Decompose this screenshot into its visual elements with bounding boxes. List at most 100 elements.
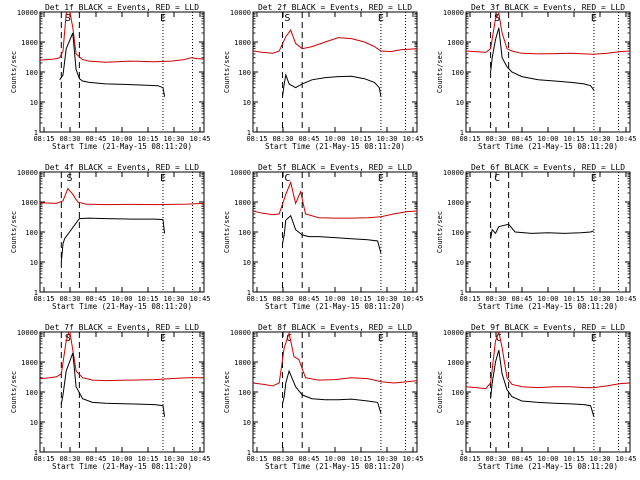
x-tick-label: 08:15 xyxy=(246,455,267,463)
y-tick-label: 10000 xyxy=(230,329,251,337)
y-axis-label: Counts/sec xyxy=(10,51,18,93)
x-tick-label: 10:30 xyxy=(589,455,610,463)
panel-title: Det 5f BLACK = Events, RED = LLD xyxy=(258,163,412,172)
x-tick-label: 08:30 xyxy=(272,135,293,143)
y-tick-label: 10000 xyxy=(17,329,38,337)
panel-1: Det 1f BLACK = Events, RED = LLD 1 10 100 10… xyxy=(10,3,211,151)
x-tick-label: 08:45 xyxy=(511,135,532,143)
lld-series-line xyxy=(466,12,630,55)
y-tick-label: 100 xyxy=(25,69,38,77)
x-tick-label: 10:15 xyxy=(137,455,158,463)
plot-frame xyxy=(252,331,418,453)
lld-series-line xyxy=(40,12,204,63)
y-tick-label: 1000 xyxy=(234,199,251,207)
x-tick-label: 10:00 xyxy=(111,295,132,303)
x-tick-label: 08:15 xyxy=(33,295,54,303)
event-marker-e: E xyxy=(378,173,384,184)
y-tick-label: 10000 xyxy=(443,169,464,177)
x-axis-label: Start Time (21-May-15 08:11:20) xyxy=(478,462,618,471)
plot-frame xyxy=(252,171,418,293)
y-tick-label: 1 xyxy=(247,129,251,137)
x-tick-label: 10:30 xyxy=(589,295,610,303)
y-axis-label: Counts/sec xyxy=(10,211,18,253)
panel-title: Det 1f BLACK = Events, RED = LLD xyxy=(45,3,199,12)
x-tick-label: 10:15 xyxy=(350,295,371,303)
x-axis-label: Start Time (21-May-15 08:11:20) xyxy=(265,462,405,471)
x-tick-label: 08:15 xyxy=(459,135,480,143)
lld-series-line xyxy=(253,332,417,387)
x-tick-label: 08:30 xyxy=(272,295,293,303)
panel-title: Det 8f BLACK = Events, RED = LLD xyxy=(258,323,412,332)
y-tick-label: 1 xyxy=(34,129,38,137)
x-tick-label: 08:15 xyxy=(459,455,480,463)
event-marker-e: E xyxy=(160,333,166,344)
x-tick-label: 10:15 xyxy=(563,135,584,143)
x-tick-label: 10:15 xyxy=(350,455,371,463)
y-tick-label: 1000 xyxy=(447,39,464,47)
events-series-line xyxy=(282,214,382,254)
x-tick-label: 08:15 xyxy=(246,135,267,143)
x-tick-label: 10:00 xyxy=(324,135,345,143)
x-tick-label: 08:45 xyxy=(511,455,532,463)
events-series-line xyxy=(282,72,382,97)
lld-series-line xyxy=(40,187,204,206)
x-tick-label: 10:00 xyxy=(537,135,558,143)
x-tick-label: 10:15 xyxy=(563,295,584,303)
y-tick-label: 10 xyxy=(456,99,464,107)
x-tick-label: 10:30 xyxy=(163,295,184,303)
x-tick-label: 08:45 xyxy=(85,455,106,463)
x-tick-label: 10:30 xyxy=(376,455,397,463)
y-tick-label: 10000 xyxy=(230,9,251,17)
x-tick-label: 10:45 xyxy=(402,295,423,303)
panel-title: Det 6f BLACK = Events, RED = LLD xyxy=(471,163,625,172)
y-tick-label: 1 xyxy=(247,289,251,297)
x-tick-label: 08:45 xyxy=(85,135,106,143)
y-tick-label: 10 xyxy=(30,99,38,107)
x-tick-label: 10:00 xyxy=(111,135,132,143)
x-tick-label: 10:45 xyxy=(615,135,636,143)
y-tick-label: 10 xyxy=(456,419,464,427)
x-tick-label: 08:45 xyxy=(298,295,319,303)
y-tick-label: 1 xyxy=(460,449,464,457)
x-tick-label: 10:30 xyxy=(376,295,397,303)
x-axis-label: Start Time (21-May-15 08:11:20) xyxy=(478,302,618,311)
x-tick-label: 08:30 xyxy=(485,135,506,143)
event-marker-e: E xyxy=(591,333,597,344)
x-axis-label: Start Time (21-May-15 08:11:20) xyxy=(265,142,405,151)
y-tick-label: 10000 xyxy=(17,169,38,177)
y-tick-label: 1000 xyxy=(447,359,464,367)
x-tick-label: 10:45 xyxy=(189,455,210,463)
events-series-line xyxy=(490,223,595,239)
events-series-line xyxy=(490,27,595,91)
x-tick-label: 10:00 xyxy=(537,295,558,303)
x-tick-label: 10:30 xyxy=(376,135,397,143)
panel-6: Det 6f BLACK = Events, RED = LLD 1 10 100 10… xyxy=(436,163,637,311)
x-axis-label: Start Time (21-May-15 08:11:20) xyxy=(52,462,192,471)
y-tick-label: 1 xyxy=(460,129,464,137)
y-axis-label: Counts/sec xyxy=(436,371,444,413)
x-tick-label: 10:15 xyxy=(563,455,584,463)
x-tick-label: 10:00 xyxy=(324,455,345,463)
y-tick-label: 100 xyxy=(451,389,464,397)
panel-title: Det 2f BLACK = Events, RED = LLD xyxy=(258,3,412,12)
y-axis-label: Counts/sec xyxy=(223,51,231,93)
x-tick-label: 08:15 xyxy=(33,135,54,143)
x-tick-label: 10:45 xyxy=(189,135,210,143)
x-tick-label: 08:45 xyxy=(85,295,106,303)
x-tick-label: 10:45 xyxy=(402,135,423,143)
event-marker-s: S xyxy=(67,173,73,184)
y-tick-label: 100 xyxy=(451,69,464,77)
x-tick-label: 08:15 xyxy=(33,455,54,463)
y-tick-label: 10000 xyxy=(443,329,464,337)
x-axis-label: Start Time (21-May-15 08:11:20) xyxy=(265,302,405,311)
x-tick-label: 08:45 xyxy=(298,135,319,143)
event-marker-s: S xyxy=(494,13,500,24)
y-tick-label: 100 xyxy=(25,229,38,237)
x-tick-label: 08:30 xyxy=(59,455,80,463)
panel-9: Det 9f BLACK = Events, RED = LLD 1 10 100 10… xyxy=(436,323,637,471)
x-tick-label: 10:15 xyxy=(137,135,158,143)
y-tick-label: 1 xyxy=(460,289,464,297)
event-marker-s: S xyxy=(65,333,71,344)
y-tick-label: 1000 xyxy=(21,199,38,207)
